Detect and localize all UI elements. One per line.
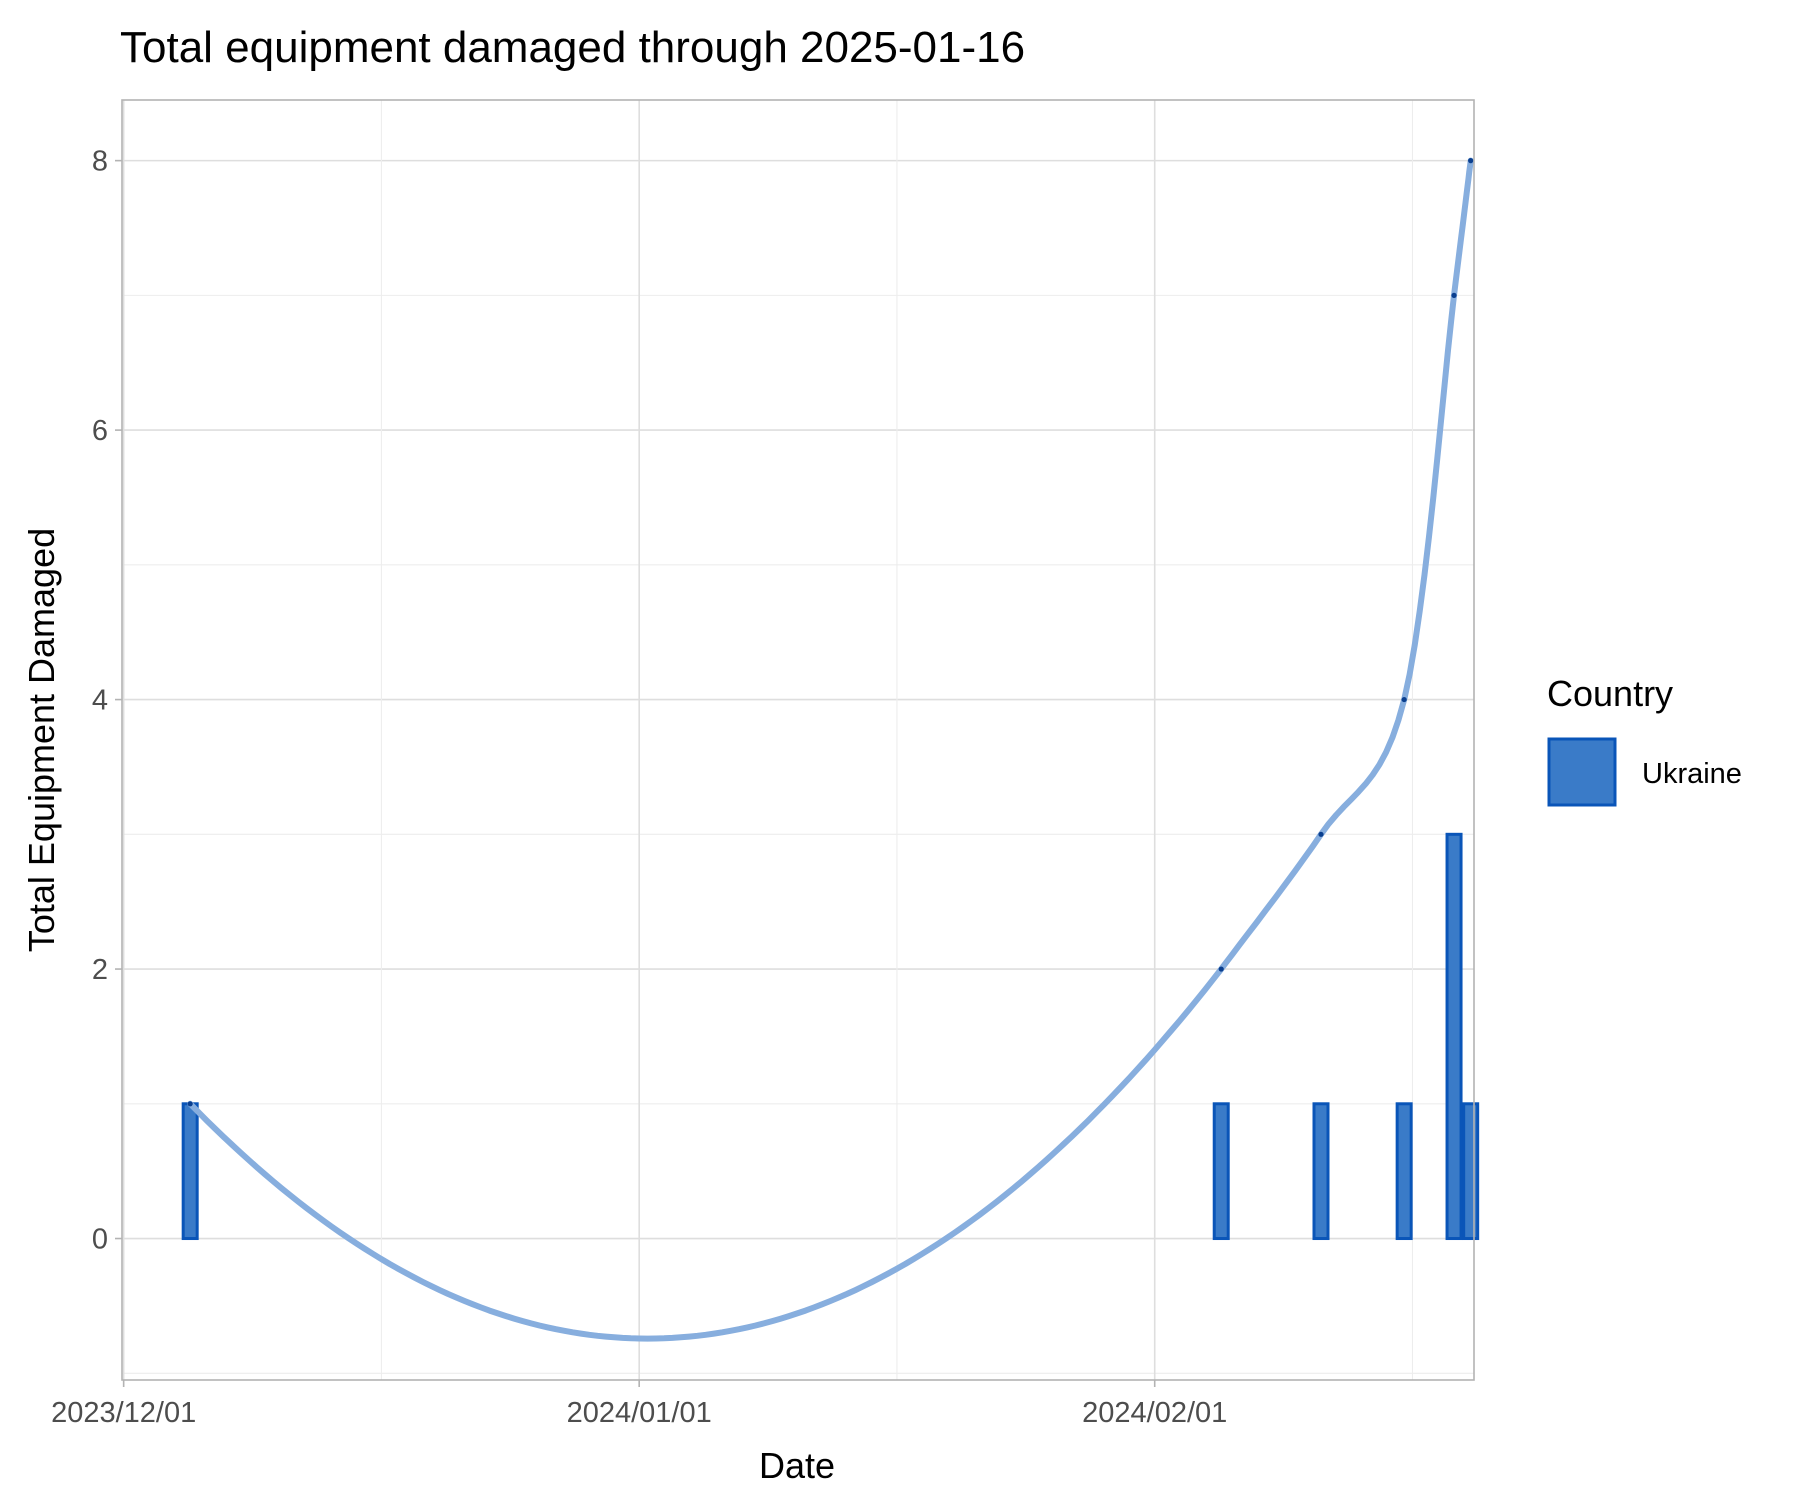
trend-line xyxy=(187,157,1474,1342)
y-tick-label: 0 xyxy=(92,1224,108,1256)
trend-point-2023-12-05 xyxy=(187,1101,193,1107)
bar-2024-02-19 xyxy=(1445,832,1463,1241)
x-tick-label: 2023/12/01 xyxy=(51,1397,196,1429)
y-axis-title: Total Equipment Damaged xyxy=(21,528,62,952)
bar-2024-02-11 xyxy=(1312,1102,1330,1241)
trend-point-2024-02-05 xyxy=(1218,966,1224,972)
bar-2024-02-20 xyxy=(1462,1102,1480,1241)
plot-panel-border xyxy=(121,99,1475,1381)
chart-title: Total equipment damaged through 2025-01-… xyxy=(120,23,1025,72)
x-tick-label: 2024/02/01 xyxy=(1082,1397,1227,1429)
legend: Country Ukraine xyxy=(1547,673,1742,807)
grid xyxy=(122,100,1474,1380)
y-tick-label: 4 xyxy=(92,685,108,717)
legend-swatch-ukraine xyxy=(1547,737,1617,807)
bar-2024-02-05 xyxy=(1212,1102,1230,1241)
trend-point-2024-02-20 xyxy=(1468,158,1474,164)
trend-line-group xyxy=(187,157,1474,1342)
legend-label-ukraine: Ukraine xyxy=(1642,758,1742,790)
bar-2023-12-05 xyxy=(181,1102,199,1241)
x-tick-label: 2024/01/01 xyxy=(567,1397,712,1429)
bars xyxy=(181,832,1480,1241)
trend-point-2024-02-19 xyxy=(1451,292,1457,298)
y-tick-label: 8 xyxy=(92,146,108,178)
y-axis: 0 2 4 6 8 xyxy=(92,146,122,1256)
x-axis: 2023/12/01 2024/01/01 2024/02/01 xyxy=(51,1380,1227,1429)
trend-point-2024-02-16 xyxy=(1401,696,1407,703)
y-tick-label: 6 xyxy=(92,415,108,447)
legend-title: Country xyxy=(1547,673,1673,714)
bar-2024-02-16 xyxy=(1395,1102,1413,1241)
x-axis-title: Date xyxy=(759,1445,835,1486)
y-tick-label: 2 xyxy=(92,954,108,986)
trend-point-2024-02-11 xyxy=(1318,831,1324,837)
